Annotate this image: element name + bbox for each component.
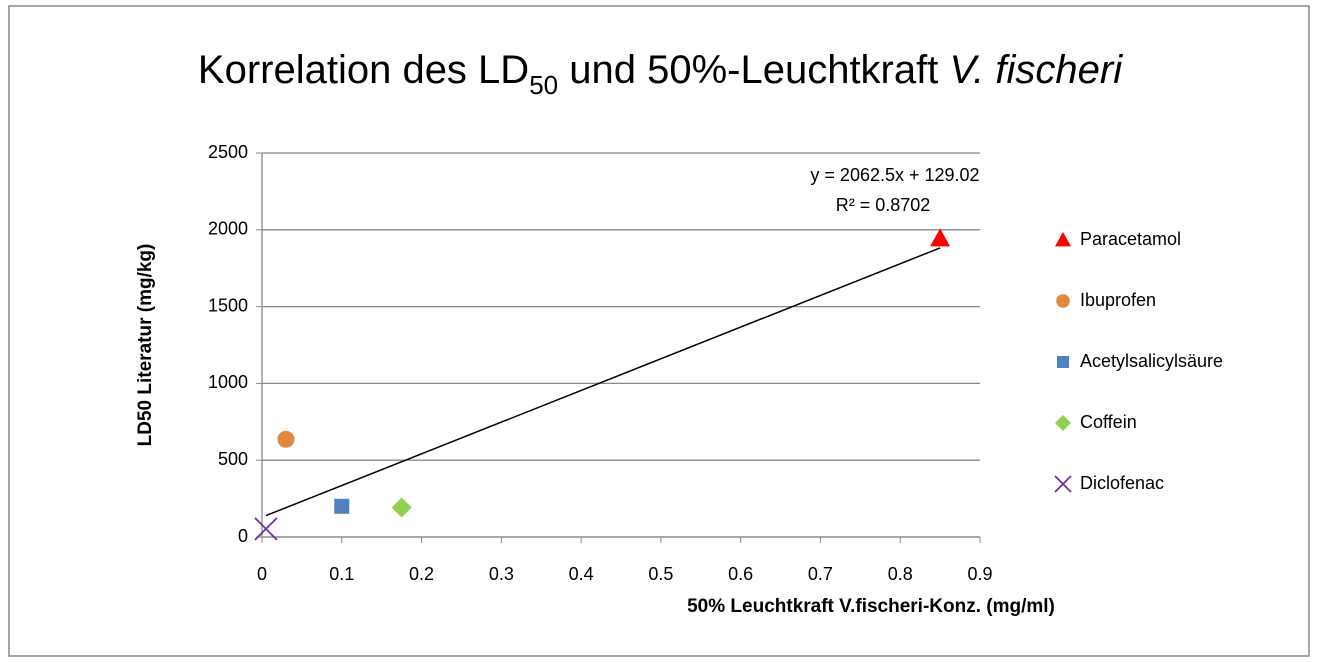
chart-border bbox=[8, 5, 1310, 657]
title-part: und 50%-Leuchtkraft bbox=[558, 48, 949, 92]
title-part: V. fischeri bbox=[949, 48, 1123, 92]
marker bbox=[334, 498, 350, 514]
y-tick-label: 0 bbox=[238, 526, 248, 546]
y-tick-label: 1000 bbox=[208, 372, 248, 392]
trendline-r2: R² = 0.8702 bbox=[836, 195, 931, 215]
x-tick-label: 0.7 bbox=[808, 564, 833, 584]
x-axis-label: 50% Leuchtkraft V.fischeri-Konz. (mg/ml) bbox=[687, 596, 1055, 617]
trendline bbox=[265, 247, 941, 517]
x-tick-label: 0.3 bbox=[489, 564, 514, 584]
legend-marker bbox=[1055, 415, 1071, 431]
title-part: Korrelation des LD bbox=[198, 48, 529, 92]
x-tick-label: 0.1 bbox=[329, 564, 354, 584]
x-tick-label: 0.9 bbox=[967, 564, 992, 584]
legend-label: Coffein bbox=[1080, 412, 1137, 432]
title-part: 50 bbox=[529, 70, 558, 100]
trendline-equation: y = 2062.5x + 129.02 bbox=[810, 165, 979, 185]
chart-title: Korrelation des LD50 und 50%-Leuchtkraft… bbox=[198, 48, 1123, 100]
legend-marker bbox=[1055, 232, 1071, 247]
x-tick-label: 0.6 bbox=[728, 564, 753, 584]
legend-label: Ibuprofen bbox=[1080, 290, 1156, 310]
y-tick-label: 2500 bbox=[208, 142, 248, 162]
marker bbox=[391, 497, 412, 518]
y-tick-label: 500 bbox=[218, 449, 248, 469]
legend-label: Paracetamol bbox=[1080, 229, 1181, 249]
legend-marker bbox=[1057, 356, 1069, 368]
marker bbox=[930, 228, 951, 247]
y-tick-label: 1500 bbox=[208, 295, 248, 315]
y-axis-label: LD50 Literatur (mg/kg) bbox=[135, 244, 156, 447]
marker bbox=[254, 517, 278, 541]
y-tick-label: 2000 bbox=[208, 219, 248, 239]
legend-marker bbox=[1054, 475, 1072, 493]
legend-label: Diclofenac bbox=[1080, 473, 1164, 493]
x-tick-label: 0.2 bbox=[409, 564, 434, 584]
x-tick-label: 0 bbox=[257, 564, 267, 584]
legend-marker bbox=[1056, 294, 1070, 308]
x-tick-label: 0.5 bbox=[648, 564, 673, 584]
legend-label: Acetylsalicylsäure bbox=[1080, 351, 1223, 371]
x-tick-label: 0.4 bbox=[569, 564, 594, 584]
marker bbox=[277, 430, 295, 448]
x-tick-label: 0.8 bbox=[888, 564, 913, 584]
